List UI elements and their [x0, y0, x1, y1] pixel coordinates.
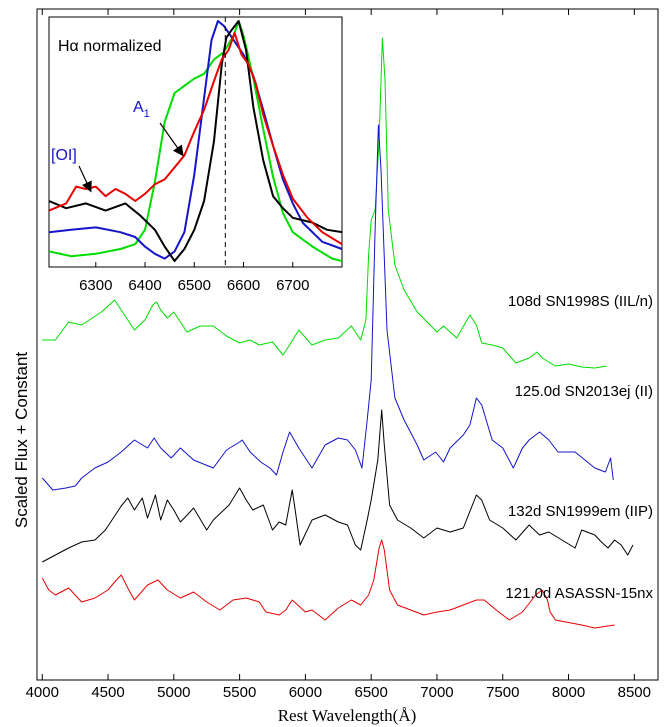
series-label: 132d SN1999em (IIP): [508, 503, 653, 520]
inset-series-line: [49, 20, 342, 260]
y-axis-title: Scaled Flux + Constant: [12, 352, 31, 529]
main-series-line: [42, 37, 607, 369]
inset-series-line: [49, 20, 342, 262]
inset-series-line: [49, 20, 342, 262]
annotation-oi: [OI]: [51, 147, 77, 164]
main-series-line: [41, 124, 614, 491]
inset-title: Hα normalized: [58, 38, 162, 55]
main-series-group: [41, 37, 634, 629]
inset-x-ticks: 6300 6400 6500 6600 6700: [79, 262, 309, 294]
main-x-tick-label: 4500: [91, 684, 124, 701]
main-x-tick-label: 8000: [552, 684, 585, 701]
main-x-tick-label: 6500: [354, 684, 387, 701]
main-x-ticks: 4000 4500 5000 5500 6000 6500 7000 7500 8000 8500: [26, 9, 651, 701]
inset-x-tick-label: 6500: [178, 277, 211, 294]
main-series-labels: 108d SN1998S (IIL/n) 125.0d SN2013ej (II)…: [505, 293, 653, 602]
series-label: 121.0d ASASSN-15nx: [505, 585, 653, 602]
series-label: 125.0d SN2013ej (II): [515, 383, 653, 400]
inset-series-group: [49, 20, 342, 262]
inset-series-line: [49, 32, 342, 246]
series-label: 108d SN1998S (IIL/n): [508, 293, 653, 310]
main-x-tick-label: 8500: [618, 684, 651, 701]
main-series-line: [42, 409, 634, 563]
main-plot-frame: [36, 8, 659, 681]
x-axis-title: Rest Wavelength(Å): [278, 706, 417, 725]
main-x-tick-label: 7000: [420, 684, 453, 701]
main-series-line: [41, 539, 615, 629]
main-x-tick-label: 4000: [26, 684, 59, 701]
inset-x-tick-label: 6700: [276, 277, 309, 294]
main-x-tick-label: 5000: [157, 684, 190, 701]
annotation-oi-arrow: [78, 165, 92, 193]
main-x-tick-label: 5500: [223, 684, 256, 701]
main-x-tick-label: 7500: [486, 684, 519, 701]
inset-x-tick-label: 6400: [128, 277, 161, 294]
annotation-a1-arrow: [159, 122, 184, 157]
inset-x-tick-label: 6600: [227, 277, 260, 294]
inset-x-tick-label: 6300: [79, 277, 112, 294]
main-x-tick-label: 6000: [289, 684, 322, 701]
